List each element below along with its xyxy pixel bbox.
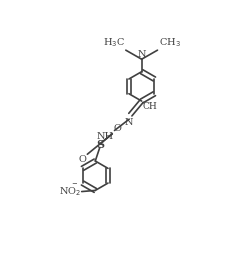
Text: S: S xyxy=(96,139,104,150)
Text: $^-$: $^-$ xyxy=(70,181,79,191)
Text: H$_3$C: H$_3$C xyxy=(103,36,125,49)
Text: N: N xyxy=(125,118,134,127)
Text: N: N xyxy=(137,49,146,59)
Text: O: O xyxy=(78,155,86,164)
Text: CH$_3$: CH$_3$ xyxy=(159,36,180,49)
Text: O: O xyxy=(113,124,121,133)
Text: NH: NH xyxy=(96,131,113,141)
Text: NO$_2$: NO$_2$ xyxy=(59,185,81,198)
Text: CH: CH xyxy=(143,102,158,111)
